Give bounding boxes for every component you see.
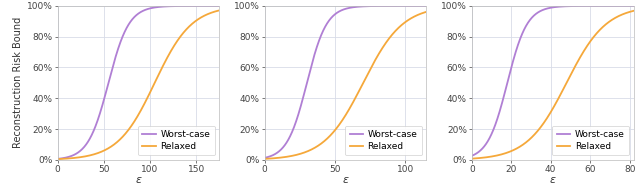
Relaxed <box>165 54 173 56</box>
Relaxed <box>332 128 340 130</box>
Worst-case <box>119 34 127 37</box>
Relaxed <box>180 31 188 34</box>
Worst-case <box>422 5 430 7</box>
Worst-case <box>165 5 173 7</box>
Relaxed <box>540 123 547 125</box>
Relaxed <box>387 35 395 37</box>
Relaxed <box>533 130 541 133</box>
Relaxed <box>326 135 334 137</box>
Worst-case <box>261 157 269 159</box>
Worst-case <box>332 12 340 15</box>
Relaxed <box>277 156 285 159</box>
Worst-case <box>630 5 637 7</box>
Worst-case <box>277 148 285 151</box>
Legend: Worst-case, Relaxed: Worst-case, Relaxed <box>345 126 422 155</box>
Worst-case <box>533 12 541 14</box>
Worst-case <box>594 5 602 7</box>
Relaxed <box>422 11 430 13</box>
Worst-case <box>326 18 334 20</box>
Line: Relaxed: Relaxed <box>472 11 634 159</box>
X-axis label: ε: ε <box>342 175 349 185</box>
Relaxed <box>183 28 191 30</box>
Y-axis label: Reconstruction Risk Bound: Reconstruction Risk Bound <box>13 17 22 149</box>
Relaxed <box>630 10 637 12</box>
Relaxed <box>119 135 127 137</box>
X-axis label: ε: ε <box>136 175 141 185</box>
Worst-case <box>54 158 61 160</box>
Relaxed <box>70 157 78 159</box>
Relaxed <box>594 31 602 33</box>
Legend: Worst-case, Relaxed: Worst-case, Relaxed <box>552 126 629 155</box>
Relaxed <box>54 158 61 160</box>
Worst-case <box>387 5 395 7</box>
Relaxed <box>216 9 223 12</box>
Worst-case <box>468 155 476 157</box>
Worst-case <box>372 5 380 7</box>
Relaxed <box>484 156 492 158</box>
Line: Worst-case: Worst-case <box>472 6 634 156</box>
Worst-case <box>70 154 78 156</box>
Line: Worst-case: Worst-case <box>58 6 220 159</box>
Relaxed <box>468 158 476 160</box>
X-axis label: ε: ε <box>550 175 556 185</box>
Worst-case <box>579 5 587 7</box>
Worst-case <box>390 5 397 7</box>
Relaxed <box>390 32 397 34</box>
Worst-case <box>540 9 547 11</box>
Relaxed <box>261 158 269 160</box>
Line: Relaxed: Relaxed <box>58 10 220 159</box>
Relaxed <box>579 51 587 54</box>
Relaxed <box>125 128 132 130</box>
Worst-case <box>125 23 132 25</box>
Worst-case <box>180 5 188 7</box>
Worst-case <box>216 5 223 7</box>
Worst-case <box>484 139 492 141</box>
Relaxed <box>372 58 380 60</box>
Line: Relaxed: Relaxed <box>265 12 426 159</box>
Relaxed <box>597 28 605 30</box>
Line: Worst-case: Worst-case <box>265 6 426 158</box>
Worst-case <box>183 5 191 7</box>
Worst-case <box>597 5 605 7</box>
Legend: Worst-case, Relaxed: Worst-case, Relaxed <box>138 126 215 155</box>
